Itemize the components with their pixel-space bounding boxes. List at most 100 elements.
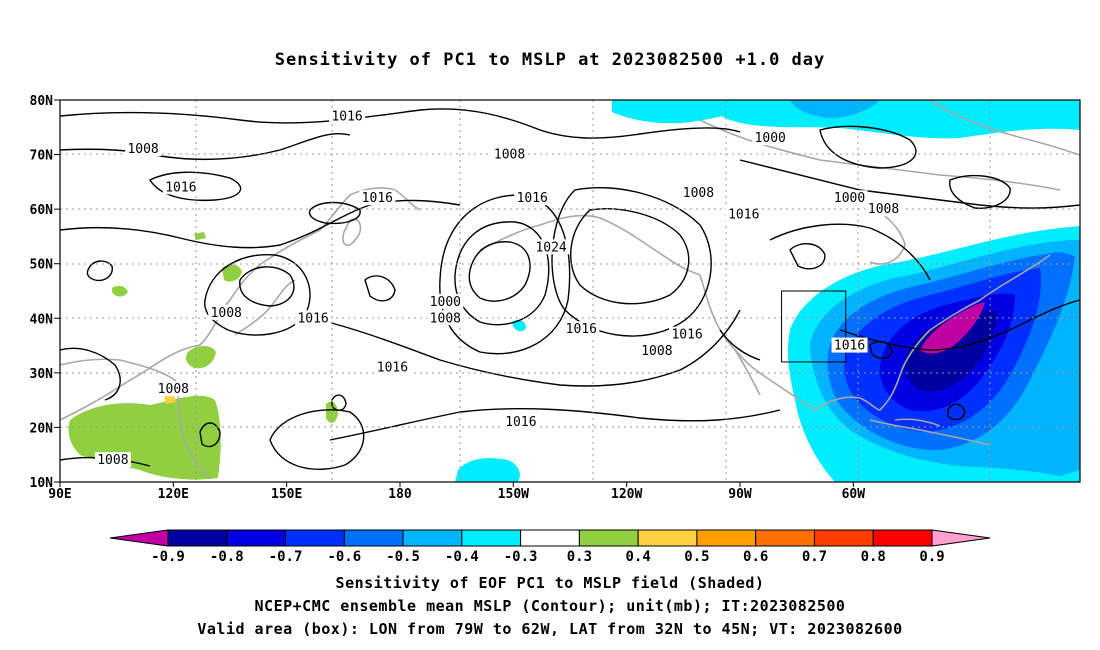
valid-area-box xyxy=(781,290,847,363)
contour-1016-south xyxy=(329,407,781,441)
lat-tick-label: 70N xyxy=(30,149,54,164)
contour-label: 1016 xyxy=(671,328,702,343)
lon-tick-label: 180 xyxy=(388,487,412,502)
lat-tick-label: 30N xyxy=(30,367,54,382)
footer-line-2: NCEP+CMC ensemble mean MSLP (Contour); u… xyxy=(254,597,846,615)
contour-label: 1016 xyxy=(517,191,548,206)
colorbar-segment xyxy=(755,529,815,547)
shade-green-2 xyxy=(186,346,216,369)
contour-label: 1016 xyxy=(505,415,536,430)
coast-cuba xyxy=(894,418,941,427)
contour-label-bg xyxy=(514,190,551,206)
footer-line-1: Sensitivity of EOF PC1 to MSLP field (Sh… xyxy=(335,574,765,592)
contour-low-3 xyxy=(439,194,571,355)
coast-kamchatka xyxy=(342,218,362,247)
lon-tick-label: 150W xyxy=(498,487,529,502)
lat-tick-label: 10N xyxy=(30,476,54,491)
coast-caribbean xyxy=(869,419,991,446)
plot-frame xyxy=(59,99,1081,483)
colorbar-segment xyxy=(285,529,345,547)
lat-tick-label: 60N xyxy=(30,203,54,218)
contour-label: 1000 xyxy=(430,295,461,310)
colorbar-segment xyxy=(520,529,580,547)
contour-label: 1008 xyxy=(641,344,672,359)
contour-label: 1016 xyxy=(377,360,408,375)
contour-1008-gulf xyxy=(719,329,761,361)
longitude-axis: 90E 120E 150E 180 150W 120W 90W 60W xyxy=(48,482,865,502)
contour-label-bg xyxy=(359,190,396,206)
lon-tick-label: 60W xyxy=(842,487,866,502)
contour-1016-pac xyxy=(319,309,741,387)
lat-tick-label: 40N xyxy=(30,312,54,327)
contour-label-bg xyxy=(155,381,192,397)
contour-label-bg xyxy=(669,326,706,342)
colorbar-label: 0.4 xyxy=(626,549,651,565)
colorbar-label: 0.8 xyxy=(861,549,886,565)
lon-tick-label: 90E xyxy=(48,487,71,502)
gridlines xyxy=(60,100,1080,482)
contour-label: 1000 xyxy=(834,191,865,206)
contour-label-bg xyxy=(680,184,717,200)
contour-label-bg xyxy=(638,343,675,359)
colorbar-label: 0.3 xyxy=(567,549,592,565)
contour-label-bg xyxy=(752,130,789,146)
coast-greenland xyxy=(929,100,1080,156)
latitude-axis: 80N 70N 60N 50N 40N 30N 20N 10N xyxy=(30,94,60,491)
contour-label: 1008 xyxy=(211,306,242,321)
colorbar-segment xyxy=(637,529,698,547)
contour-label-bg xyxy=(329,108,366,124)
colorbar-segment xyxy=(343,529,404,547)
contour-1000-e xyxy=(949,174,1011,209)
lat-tick-label: 50N xyxy=(30,258,54,273)
shade-green-4 xyxy=(112,285,128,297)
colorbar-label: 0.9 xyxy=(919,549,944,565)
contour-label: 1016 xyxy=(566,322,597,337)
contour-1000-ne xyxy=(819,125,917,169)
contour-ring-tropic-3 xyxy=(269,409,365,471)
contour-label-bg xyxy=(295,310,332,326)
lon-tick-label: 120W xyxy=(611,487,642,502)
contour-ring-small-2 xyxy=(308,201,361,225)
shade-green-6 xyxy=(194,232,206,240)
contour-label-bg xyxy=(533,239,570,255)
contour-label-bg xyxy=(831,337,868,353)
contour-low-2 xyxy=(454,221,550,326)
contour-high-2 xyxy=(551,187,712,337)
colorbar xyxy=(109,529,991,547)
contour-label-bg xyxy=(94,452,131,468)
colorbar-label: -0.7 xyxy=(269,549,303,565)
colorbar-label: 0.6 xyxy=(743,549,768,565)
contour-label: 1008 xyxy=(494,148,525,163)
colorbar-labels: -0.9 -0.8 -0.7 -0.6 -0.5 -0.4 -0.3 0.3 0.4 0.5 0.6… xyxy=(151,549,945,565)
contour-label: 1016 xyxy=(728,208,759,223)
contour-label: 1008 xyxy=(868,202,899,217)
contour-1016-north xyxy=(60,108,741,139)
colorbar-low-triangle xyxy=(109,529,169,547)
lon-tick-label: 120E xyxy=(158,487,189,502)
shade-north-pacific-cyan xyxy=(512,320,526,332)
contour-label-bg xyxy=(125,141,162,157)
coast-asia-2 xyxy=(60,358,211,479)
contour-label-bg xyxy=(725,206,762,222)
colorbar-segment xyxy=(813,529,874,547)
contour-label: 1008 xyxy=(97,453,128,468)
contour-atl-ring xyxy=(947,403,966,421)
contour-low-1 xyxy=(468,241,531,302)
contour-asia-ring-1 xyxy=(239,266,295,307)
contour-ring-tropic-1 xyxy=(199,422,221,448)
contour-label-bg xyxy=(427,310,464,326)
contour-label: 1008 xyxy=(158,382,189,397)
contour-1016-midlat xyxy=(60,199,461,249)
colorbar-high-triangle xyxy=(931,529,991,547)
colorbar-segment xyxy=(226,529,287,547)
contour-ring-tropic-2 xyxy=(331,394,347,411)
shade-arctic-lightblue xyxy=(790,100,880,118)
contour-label: 1008 xyxy=(430,311,461,326)
map-title: Sensitivity of PC1 to MSLP at 2023082500… xyxy=(274,50,826,70)
footer-line-3: Valid area (box): LON from 79W to 62W, L… xyxy=(197,620,903,638)
coast-japan xyxy=(234,279,296,336)
contour-ring-small-3 xyxy=(364,275,396,302)
contour-label-bg xyxy=(427,293,464,309)
